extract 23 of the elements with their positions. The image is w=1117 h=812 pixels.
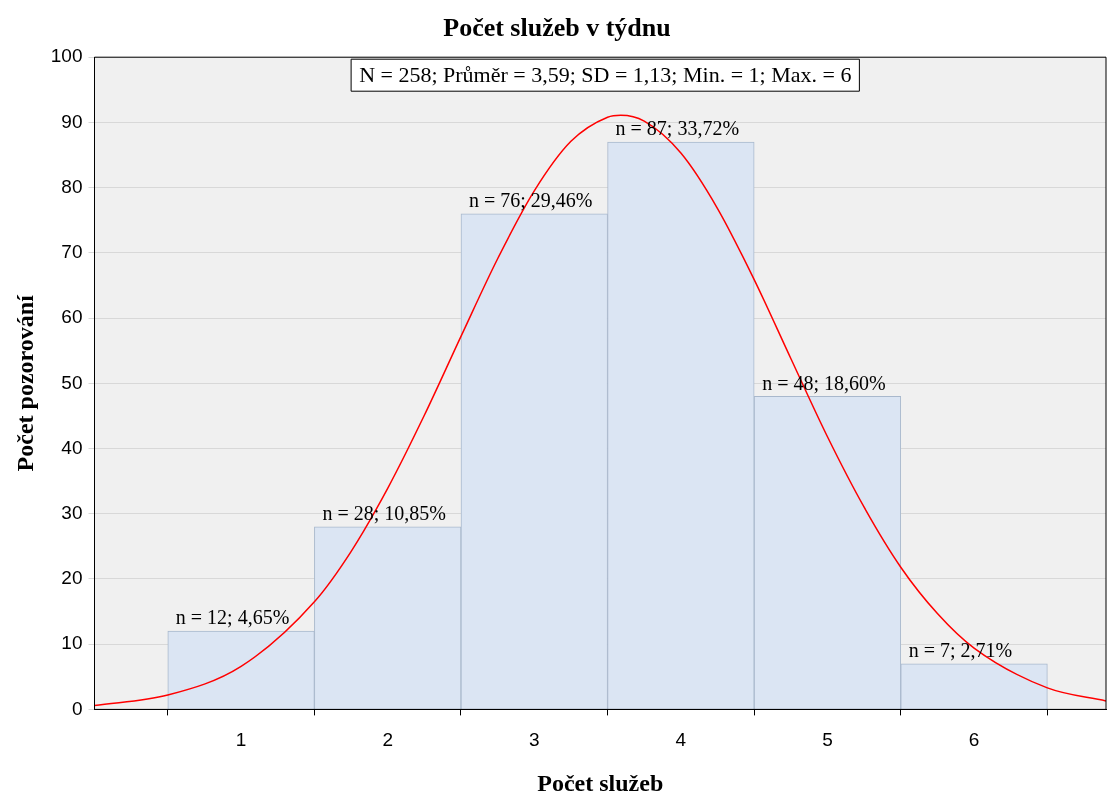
chart-title: Počet služeb v týdnu [443, 13, 671, 43]
y-tick-label: 100 [50, 45, 83, 67]
data-label: n = 76; 29,46% [468, 188, 593, 211]
y-tick-label: 30 [61, 501, 83, 523]
x-tick-label: 1 [235, 729, 247, 751]
y-tick-label: 0 [71, 697, 83, 719]
y-axis-title: Počet pozorování [11, 294, 38, 472]
y-tick-label: 10 [61, 632, 83, 654]
y-tick-label: 80 [61, 175, 83, 197]
x-tick-label: 3 [528, 729, 540, 751]
y-tick-label: 40 [61, 436, 83, 458]
y-tick-label: 90 [61, 110, 83, 132]
x-tick-label: 4 [675, 729, 687, 751]
x-axis-title: Počet služeb [537, 769, 664, 796]
x-tick-label: 6 [968, 729, 980, 751]
y-tick-label: 70 [61, 241, 83, 263]
y-tick-label: 50 [61, 371, 83, 393]
x-tick-label: 5 [822, 729, 833, 751]
y-tick-label: 20 [61, 567, 83, 589]
data-label: n = 12; 4,65% [175, 606, 290, 629]
x-tick-label: 2 [382, 729, 393, 751]
y-tick-label: 60 [61, 306, 83, 328]
annotation: N = 258; Průměr = 3,59; SD = 1,13; Min. = 1; Max. = 6 [359, 61, 852, 87]
